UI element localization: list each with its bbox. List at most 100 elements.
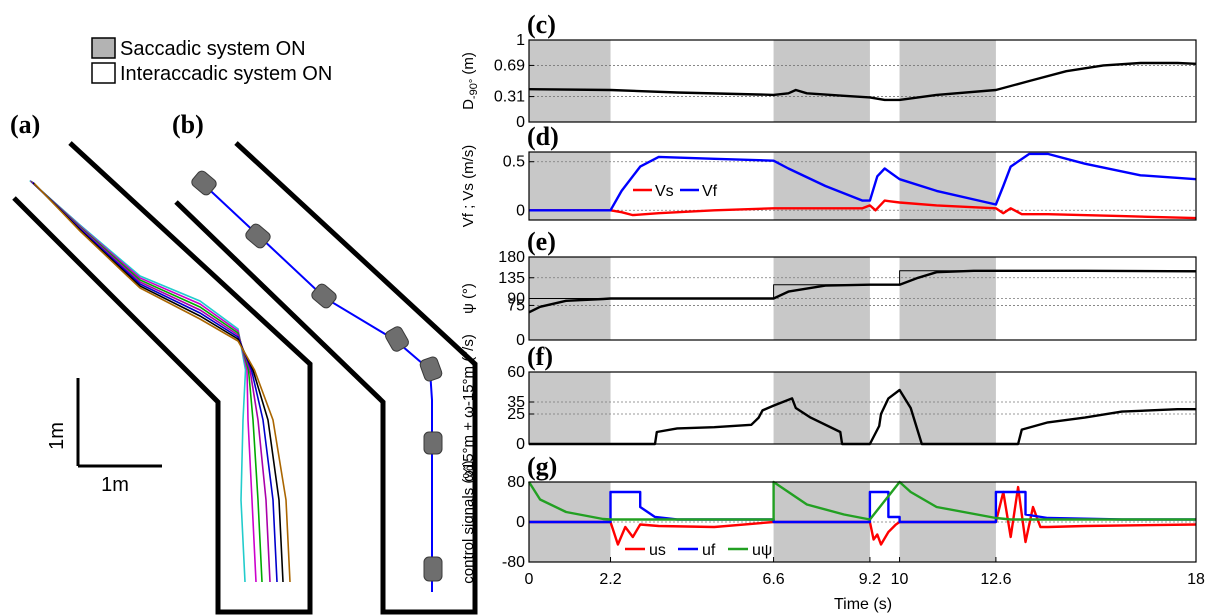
y-tick-label: 0 (516, 114, 525, 131)
y-tick-label: 80 (507, 474, 525, 491)
panel-label-g: (g) (527, 452, 557, 481)
y-axis-label: ψ (°) (460, 283, 477, 314)
legend-label: uf (702, 542, 716, 559)
legend-g: us uf uψ (625, 542, 772, 559)
saccadic-interval-shade (529, 40, 611, 122)
x-tick-label: 2.2 (599, 571, 621, 588)
robot-snapshot (385, 326, 409, 352)
saccadic-interval-shade (773, 372, 870, 444)
panel-c: (c) 0 0.31 0.69 1 D-90° (m) (460, 10, 1197, 131)
corridor-a (12, 141, 313, 615)
panel-label-d: (d) (527, 122, 559, 151)
saccadic-interval-shade (529, 152, 611, 220)
y-tick-label: 0 (516, 202, 525, 219)
robot-snapshots (191, 170, 443, 582)
panel-frame (528, 481, 1197, 563)
series-line-u (527, 480, 1196, 521)
legend-intersaccadic-swatch (91, 62, 116, 84)
legend-d: Vs Vf (633, 183, 718, 200)
y-axis-label: D-90° (m) (460, 52, 480, 110)
robot-snapshot (245, 223, 271, 249)
series-line (528, 61, 1197, 102)
legend-saccadic-label: Saccadic system ON (120, 38, 306, 60)
panel-frame (528, 39, 1197, 123)
y-tick-label: 75 (507, 297, 525, 314)
corridor-a-walls (12, 141, 313, 615)
y-tick-label: 0 (516, 436, 525, 453)
panel-label-b: (b) (172, 110, 204, 139)
trajectory-a (32, 181, 278, 583)
y-axis-label: control signals (%) (460, 460, 477, 583)
x-tick-label: 6.6 (762, 571, 784, 588)
saccadic-interval-shade (899, 152, 996, 220)
y-tick-label: 25 (507, 406, 525, 423)
legend-label: uψ (752, 542, 772, 559)
x-tick-label: 10 (891, 571, 909, 588)
robot-snapshot (423, 556, 443, 582)
scale-bar-horizontal-label: 1m (101, 474, 129, 496)
series-line-us (529, 485, 1197, 546)
saccadic-interval-shade (899, 40, 996, 122)
saccadic-interval-shade (529, 372, 611, 444)
panel-g: (g) -80 0 80 control signals (%) us uf uψ (460, 452, 1197, 584)
trajectories-a (29, 179, 291, 583)
x-axis-label: Time (s) (834, 596, 892, 613)
y-tick-label: 180 (498, 249, 525, 266)
x-tick-label: 9.2 (859, 571, 881, 588)
y-axis-label: ω15°m + ω-15°m (°/s) (460, 334, 477, 482)
series-line-vf (529, 152, 1197, 212)
x-tick-label: 12.6 (980, 571, 1011, 588)
trajectory-b (198, 179, 433, 592)
panel-label-e: (e) (527, 227, 556, 256)
trajectory-a (31, 181, 271, 583)
y-tick-label: 0.5 (503, 154, 525, 171)
saccadic-interval-shade (773, 40, 870, 122)
scale-bar-vertical-label: 1m (46, 422, 68, 450)
robot-snapshot (419, 356, 443, 382)
y-tick-label: 0.31 (494, 89, 525, 106)
panel-d: (d) 0 0.5 Vf ; Vs (m/s) Vs Vf (460, 122, 1197, 228)
panel-label-c: (c) (527, 10, 556, 39)
legend-label-vs: Vs (655, 183, 674, 200)
panel-frame (528, 371, 1197, 445)
y-axis-label: Vf ; Vs (m/s) (460, 145, 477, 228)
y-tick-label: 0 (516, 514, 525, 531)
panel-label-f: (f) (527, 342, 553, 371)
panel-label-a: (a) (10, 110, 40, 139)
legend-label: us (649, 542, 666, 559)
robot-snapshot (191, 170, 217, 196)
corridor-b-walls (174, 141, 478, 615)
saccadic-interval-shade (899, 372, 996, 444)
panel-frame (528, 151, 1197, 221)
y-tick-label: 60 (507, 364, 525, 381)
legend-intersaccadic-label: Interaccadic system ON (120, 63, 332, 85)
robot-snapshot (311, 283, 337, 309)
saccadic-interval-shade (773, 152, 870, 220)
trajectory-a (29, 180, 257, 583)
legend-saccadic-swatch (91, 37, 116, 59)
y-tick-label: 90 (507, 291, 525, 308)
y-tick-label: 0 (516, 332, 525, 349)
panel-frame (528, 256, 1197, 341)
y-tick-label: 1 (516, 32, 525, 49)
corridor-b (174, 141, 478, 615)
trajectory-a (30, 180, 263, 583)
legend: Saccadic system ON Interaccadic system O… (91, 37, 332, 85)
trajectory-a (29, 179, 247, 583)
trajectory-a (32, 182, 284, 583)
series-line-vs (529, 199, 1197, 220)
y-tick-label: -80 (502, 554, 525, 571)
series-line-psi (528, 269, 1197, 314)
y-tick-label: 135 (498, 270, 525, 287)
scale-bar: 1m 1m (46, 378, 162, 496)
series-line-uf (529, 490, 1196, 524)
x-axis-ticks: 0 2.2 6.6 9.2 10 12.6 18 (525, 557, 1205, 588)
y-tick-label: 35 (507, 394, 525, 411)
y-tick-label: 0.69 (494, 57, 525, 74)
x-tick-label: 18 (1187, 571, 1205, 588)
x-tick-label: 0 (525, 571, 534, 588)
